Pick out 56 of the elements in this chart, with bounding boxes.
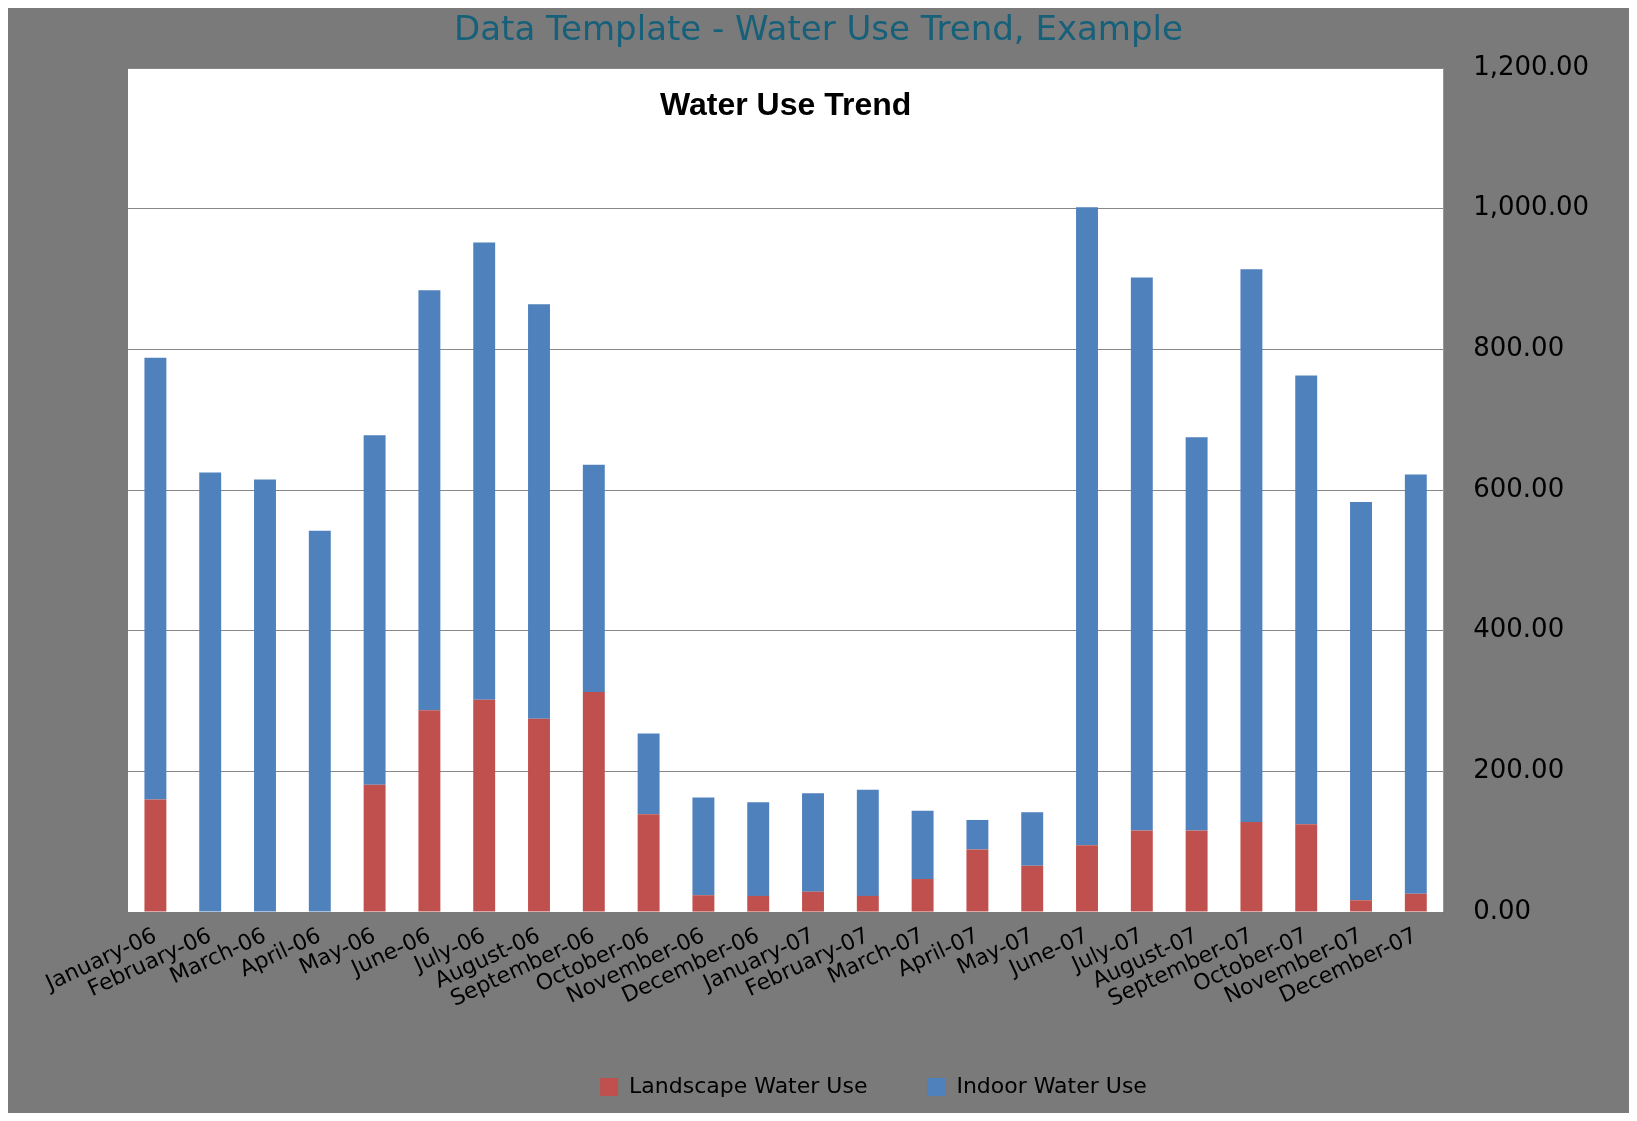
bar — [144, 799, 167, 912]
bar — [473, 699, 496, 912]
bar — [1295, 824, 1318, 912]
bar — [747, 895, 770, 912]
bar — [692, 895, 715, 912]
y-tick-label: 800.00 — [1473, 332, 1565, 363]
bar — [1350, 502, 1372, 901]
bar — [1295, 375, 1318, 825]
bar — [1185, 830, 1208, 912]
bar — [856, 789, 879, 896]
legend-label: Indoor Water Use — [956, 1072, 1147, 1098]
bar — [637, 733, 660, 815]
text: Data Template - Water Use Trend, Example — [454, 7, 1183, 48]
bar — [473, 242, 496, 700]
bar — [1130, 277, 1153, 831]
bar — [528, 718, 550, 912]
y-tick-label: 200.00 — [1473, 754, 1565, 785]
y-tick-label: 1,000.00 — [1473, 191, 1589, 222]
bar — [747, 802, 770, 896]
bar — [911, 879, 934, 912]
bar — [1076, 207, 1098, 846]
bar — [418, 290, 441, 711]
bar — [802, 793, 824, 892]
bar — [1350, 900, 1372, 912]
bar — [144, 357, 167, 800]
bar — [418, 710, 441, 912]
bar — [1076, 845, 1098, 912]
bar — [802, 891, 824, 912]
bar — [1185, 437, 1208, 831]
bar — [1240, 269, 1263, 823]
bar — [1130, 830, 1153, 912]
y-tick-label: 1,200.00 — [1473, 50, 1589, 81]
bar — [363, 784, 386, 912]
legend-label: Landscape Water Use — [629, 1072, 868, 1098]
bar — [966, 819, 989, 850]
bar — [1404, 474, 1427, 894]
bar — [856, 895, 879, 912]
bar — [1021, 865, 1044, 912]
bar — [582, 691, 605, 912]
bar — [199, 472, 222, 912]
bar — [308, 530, 331, 912]
y-tick-label: 600.00 — [1473, 472, 1565, 503]
bar — [911, 810, 934, 880]
bar — [1404, 893, 1427, 912]
y-tick-label: 400.00 — [1473, 613, 1565, 644]
bar — [637, 814, 660, 912]
bar — [966, 849, 989, 912]
y-tick-label: 0.00 — [1473, 894, 1532, 925]
bar — [1021, 812, 1044, 866]
bar — [582, 464, 605, 692]
bar — [528, 304, 550, 719]
bar — [254, 479, 276, 912]
text: Water Use Trend — [659, 85, 912, 122]
bar — [363, 435, 386, 785]
bar — [1240, 822, 1263, 912]
bar — [692, 797, 715, 896]
